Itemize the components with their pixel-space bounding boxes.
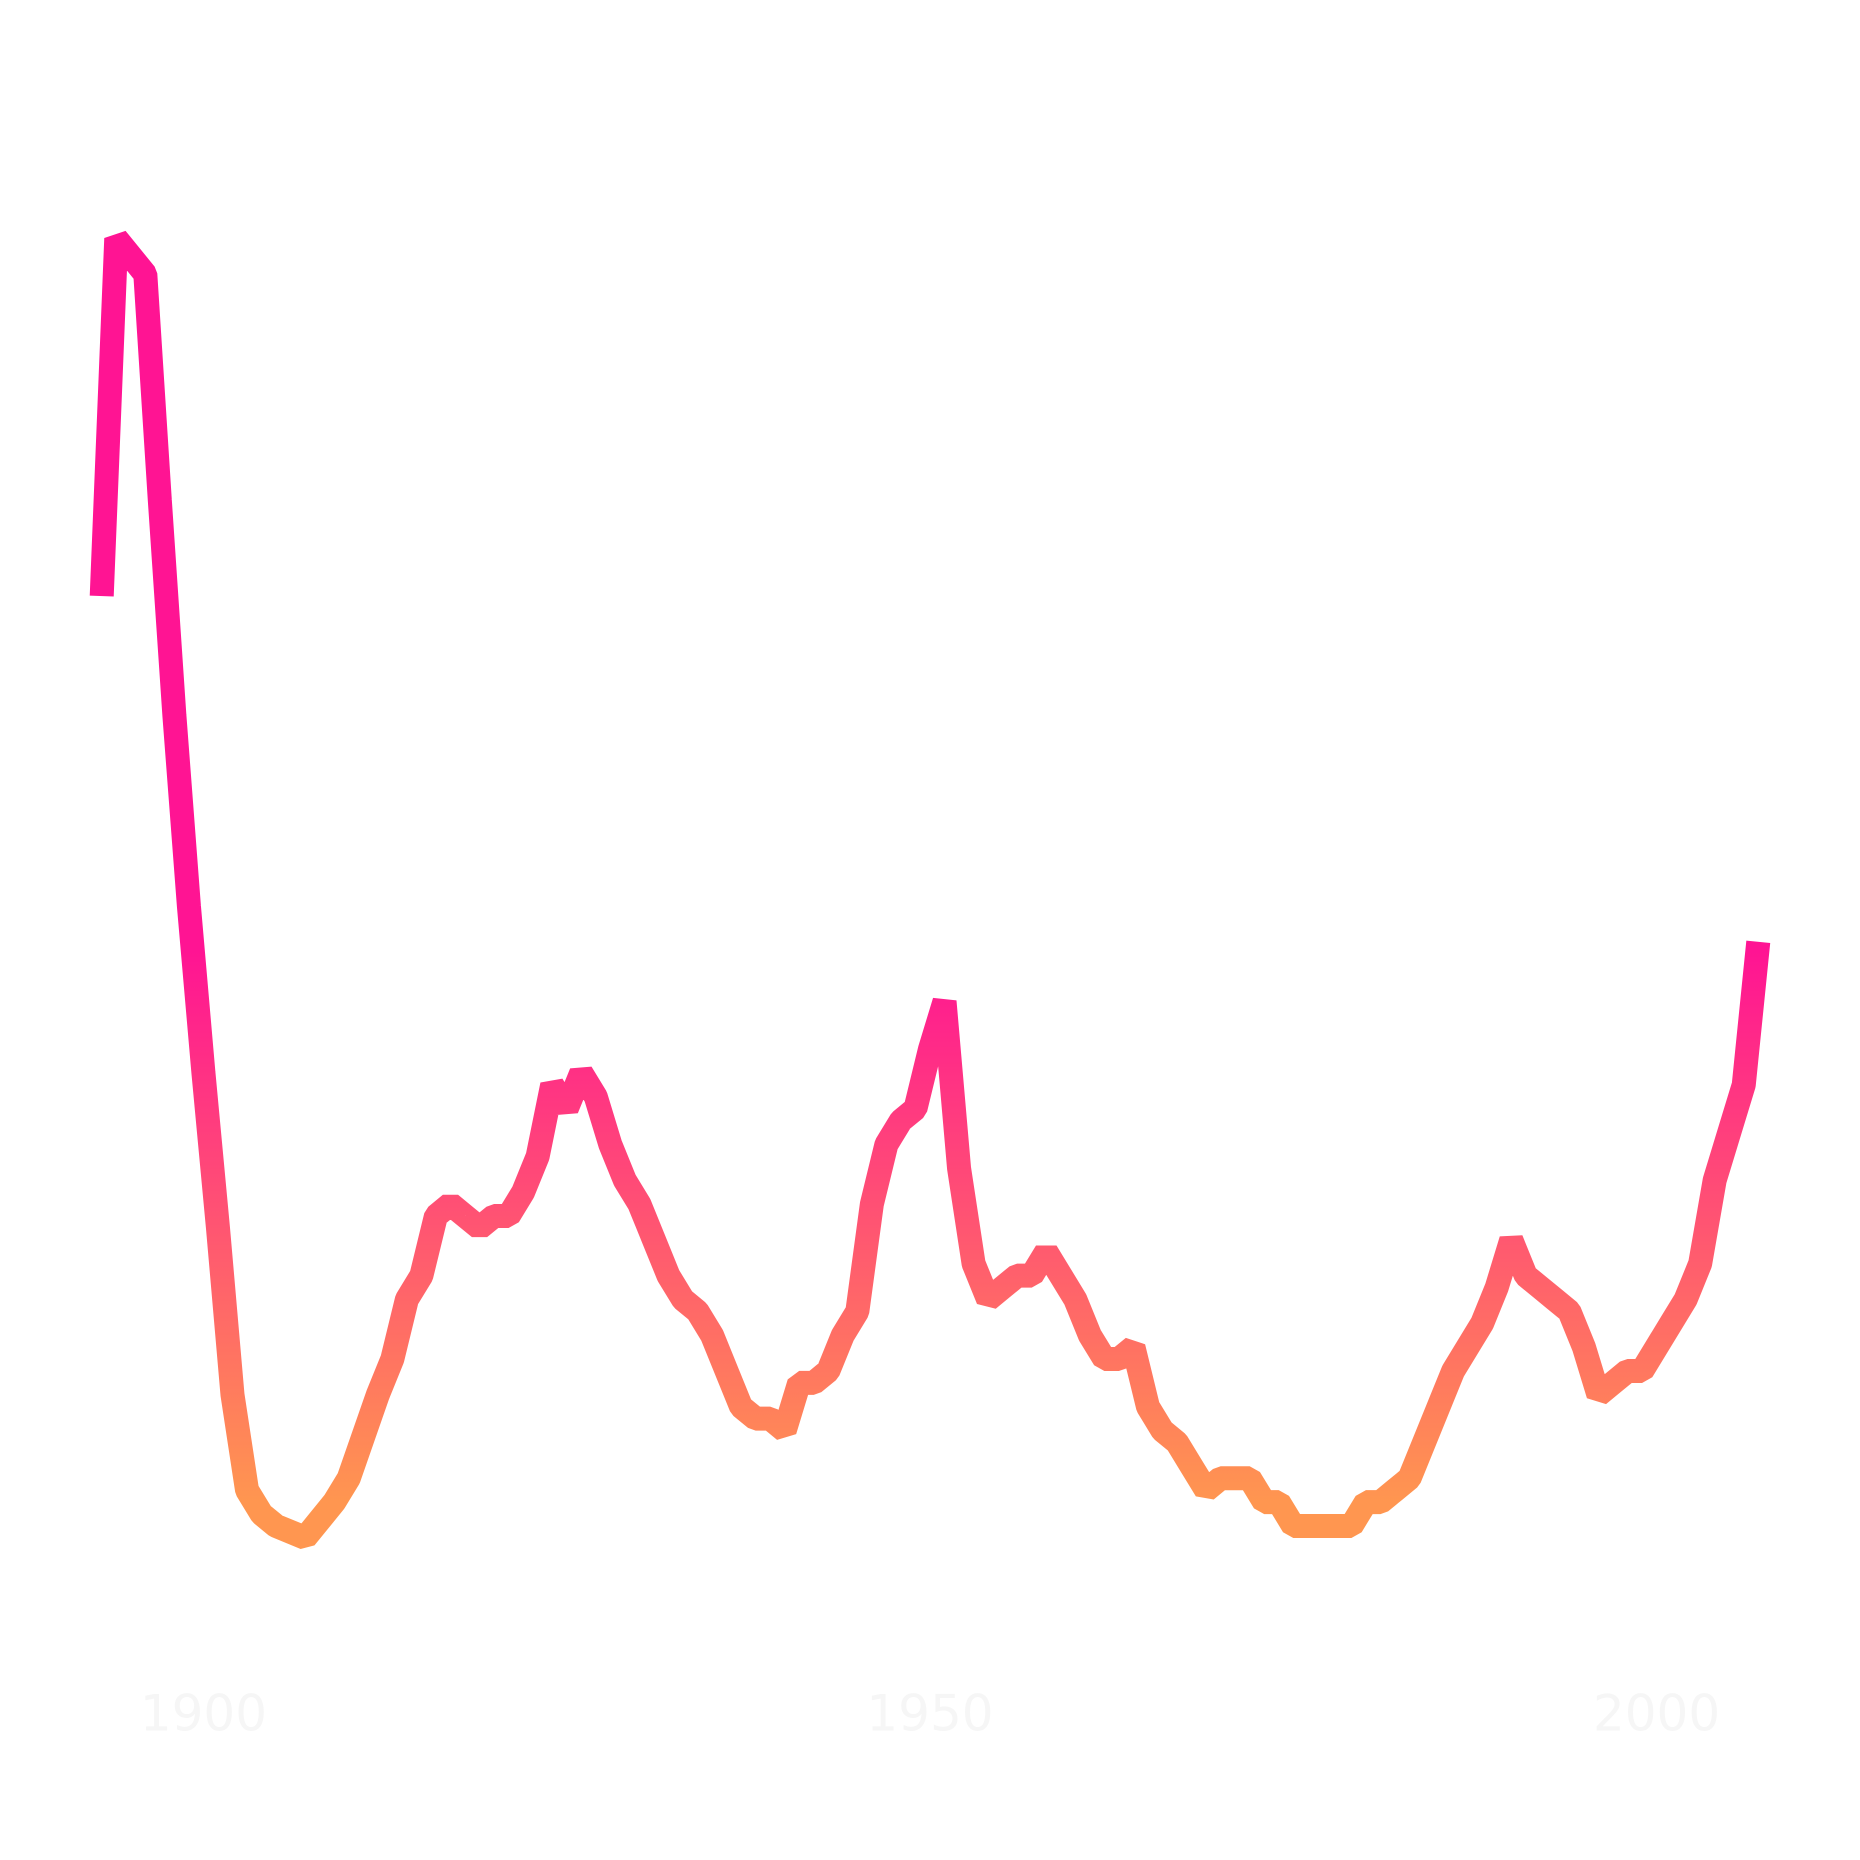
line bbox=[89, 230, 1771, 1549]
x-tick-label: 1950 bbox=[866, 1685, 993, 1743]
x-tick-label: 1900 bbox=[140, 1685, 267, 1743]
x-tick-label: 2000 bbox=[1593, 1685, 1720, 1743]
